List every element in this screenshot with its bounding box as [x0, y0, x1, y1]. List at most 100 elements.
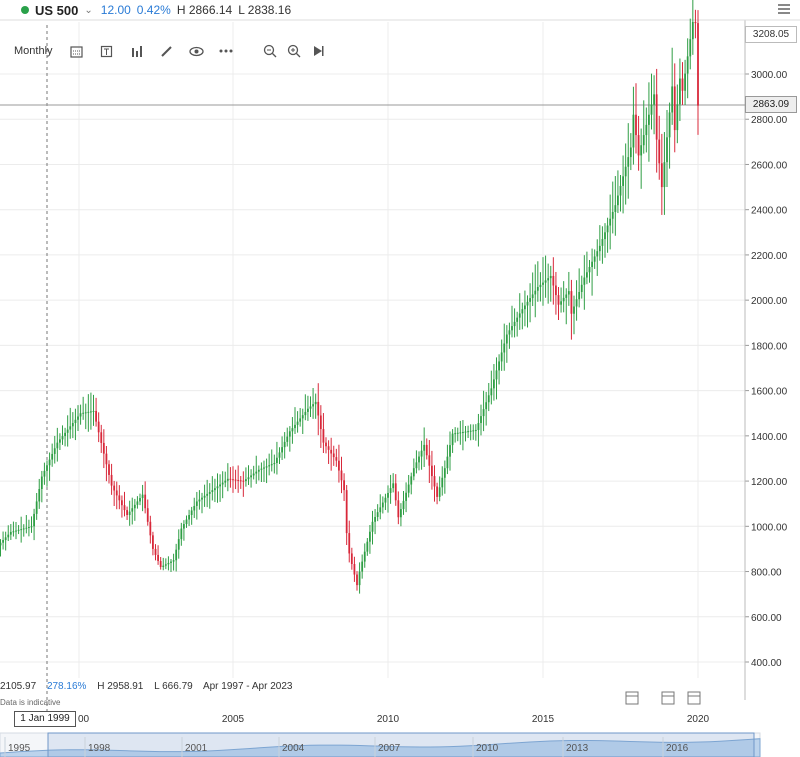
x-tick-label: 2015 — [532, 714, 555, 725]
candle-body — [498, 361, 500, 371]
candle-body — [278, 452, 281, 458]
compare-icon[interactable] — [98, 43, 114, 59]
candle-body — [617, 195, 619, 206]
candle-body — [394, 483, 397, 501]
candle-body — [144, 494, 147, 509]
candle-body — [115, 490, 118, 496]
eye-icon[interactable] — [188, 43, 204, 59]
candle-body — [128, 511, 131, 515]
play-icon[interactable] — [310, 43, 326, 59]
candle-body — [239, 480, 242, 482]
candle-body — [588, 266, 591, 273]
candle-body — [69, 426, 72, 430]
candle-body — [102, 442, 105, 454]
candle-body — [689, 39, 692, 57]
draw-pencil-icon[interactable] — [158, 43, 174, 59]
candle-body — [288, 431, 291, 437]
candle-body — [317, 401, 320, 416]
period-selector[interactable]: Monthly — [14, 45, 53, 57]
candle-body — [146, 508, 149, 522]
menu-icon[interactable] — [778, 4, 790, 14]
candle-body — [229, 478, 232, 480]
zoom-in-icon[interactable] — [286, 43, 302, 59]
session-high: H 2866.14 — [176, 3, 233, 17]
candle-body — [30, 526, 33, 528]
candle-body — [319, 415, 322, 430]
candle-body — [511, 326, 513, 331]
candle-body — [257, 469, 260, 472]
candle-body — [299, 418, 302, 422]
candle-body — [524, 305, 526, 310]
candle-body — [152, 535, 154, 549]
candle-body — [635, 114, 637, 136]
candle-body — [681, 78, 684, 91]
zoom-out-icon[interactable] — [262, 43, 278, 59]
candle-body — [286, 436, 289, 442]
candle-body — [100, 432, 103, 443]
candle-body — [74, 419, 77, 424]
y-tick-label: 3000.00 — [751, 70, 788, 81]
candle-body — [356, 574, 358, 586]
candle-body — [291, 428, 294, 432]
candle-body — [64, 432, 66, 437]
bar-chart-icon[interactable] — [128, 43, 144, 59]
chevron-down-icon[interactable]: ⌄ — [84, 4, 93, 16]
candle-body — [575, 299, 578, 307]
candle-body — [20, 529, 23, 531]
candle-body — [71, 423, 74, 427]
indicative-note: Data is indicative — [0, 698, 61, 707]
candle-body — [384, 497, 387, 503]
candle-body — [340, 470, 343, 481]
range-dates: Apr 1997 - Apr 2023 — [202, 681, 293, 692]
candle-body — [141, 494, 144, 499]
candle-body — [668, 112, 671, 138]
x-tick-label: 00 — [78, 714, 90, 725]
candle-body — [157, 554, 159, 561]
candle-body — [172, 560, 175, 562]
candle-body — [405, 492, 407, 501]
candle-body — [676, 104, 679, 131]
candle-body — [214, 488, 216, 491]
candle-body — [431, 465, 433, 477]
candle-body — [237, 479, 240, 481]
x-tick-label: 2020 — [687, 714, 710, 725]
candle-body — [477, 423, 480, 430]
candle-body — [392, 483, 395, 489]
navigator-label: 2010 — [476, 743, 499, 754]
more-icon[interactable] — [218, 43, 234, 59]
candle-body — [95, 410, 97, 422]
y-tick-label: 1000.00 — [751, 522, 788, 533]
candle-body — [59, 439, 61, 443]
candle-body — [131, 508, 134, 512]
candle-body — [338, 460, 340, 471]
y-tick-label: 1800.00 — [751, 341, 788, 352]
candle-body — [90, 411, 92, 413]
candle-body — [694, 21, 697, 24]
candle-body — [552, 275, 555, 286]
candle-body — [296, 421, 299, 425]
candle-body — [185, 519, 188, 525]
range-high: H 2958.91 — [97, 681, 144, 692]
y-tick-label: 1600.00 — [751, 387, 788, 398]
candle-body — [335, 457, 338, 461]
calendar-icon[interactable] — [69, 43, 85, 59]
candle-body — [224, 480, 227, 483]
range-change: 2105.97 — [0, 681, 37, 692]
candle-body — [371, 521, 374, 532]
candle-body — [521, 309, 524, 314]
candle-body — [25, 527, 28, 529]
candle-body — [418, 456, 420, 463]
y-tick-label: 2400.00 — [751, 206, 788, 217]
candle-body — [691, 21, 694, 40]
candle-body — [203, 495, 206, 498]
candle-body — [15, 530, 17, 532]
candle-body — [162, 565, 165, 568]
navigator-label: 2007 — [378, 743, 401, 754]
candle-body — [265, 466, 268, 468]
candle-body — [40, 476, 43, 489]
candle-body — [555, 285, 557, 296]
candle-body — [353, 564, 356, 575]
candle-body — [327, 446, 330, 450]
instrument-symbol[interactable]: US 500 — [35, 2, 79, 18]
